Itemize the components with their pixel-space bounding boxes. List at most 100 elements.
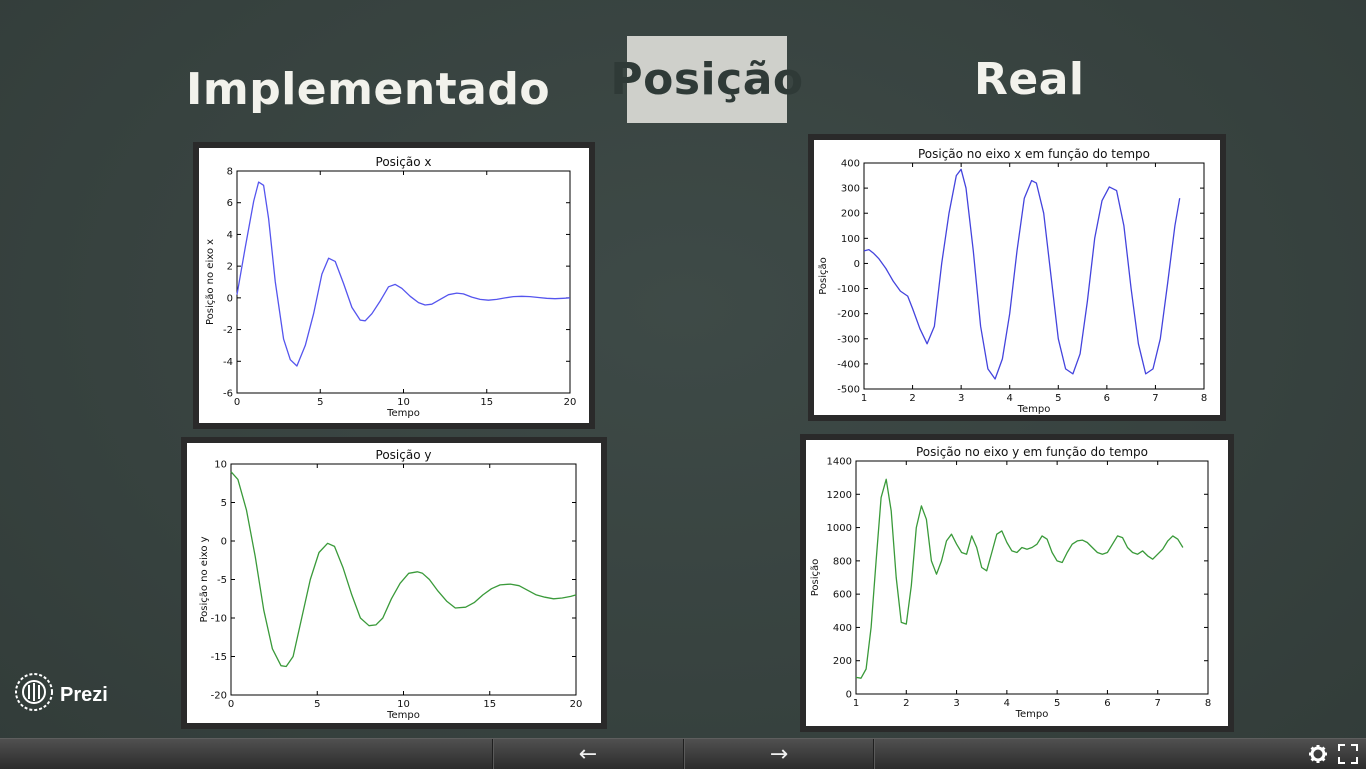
x-tick-label: 6 bbox=[1104, 393, 1110, 404]
chart-real-posicao-y: Posição no eixo y em função do tempo Temp… bbox=[800, 434, 1234, 732]
heading-posicao: Posição bbox=[610, 36, 803, 123]
x-tick-label: 1 bbox=[853, 698, 859, 709]
y-tick-label: 400 bbox=[833, 623, 852, 634]
plot-area bbox=[236, 170, 571, 394]
x-tick-label: 5 bbox=[314, 699, 320, 710]
chart-real-posicao-y-svg: Posição no eixo y em função do tempo Temp… bbox=[810, 445, 1211, 720]
heading-real: Real bbox=[974, 54, 1085, 105]
y-tick-label: -4 bbox=[223, 357, 233, 368]
prezi-brand-label: Prezi bbox=[60, 683, 108, 706]
y-tick-label: 200 bbox=[833, 656, 852, 667]
series-line bbox=[236, 181, 571, 367]
previous-button[interactable]: ← bbox=[493, 739, 683, 769]
x-tick-label: 8 bbox=[1201, 393, 1207, 404]
series-line bbox=[863, 168, 1181, 380]
chart-impl-posicao-x: Posição x Tempo Posição no eixo x 0 5 10 15 20-… bbox=[193, 142, 595, 429]
fullscreen-icon[interactable] bbox=[1338, 744, 1358, 764]
chart-real-posicao-x-svg: Posição no eixo x em função do tempo Temp… bbox=[818, 147, 1207, 415]
y-tick-label: -200 bbox=[837, 309, 860, 320]
prezi-logo[interactable]: Prezi bbox=[14, 672, 108, 718]
x-tick-label: 2 bbox=[903, 698, 909, 709]
chart-impl-posicao-y-svg: Posição y Tempo Posição no eixo y 0 5 10 15 20 -… bbox=[199, 448, 583, 721]
x-tick-label: 0 bbox=[234, 397, 240, 408]
x-tick-label: 0 bbox=[228, 699, 234, 710]
y-tick-label: 2 bbox=[227, 262, 233, 273]
series-line bbox=[230, 471, 577, 668]
y-tick-label: 800 bbox=[833, 556, 852, 567]
x-tick-label: 5 bbox=[317, 397, 323, 408]
x-axis-label: Tempo bbox=[1015, 709, 1049, 720]
y-axis-label: Posição bbox=[818, 257, 829, 295]
y-tick-label: 6 bbox=[227, 198, 233, 209]
x-tick-label: 10 bbox=[397, 397, 410, 408]
x-tick-label: 5 bbox=[1054, 698, 1060, 709]
y-tick-label: -20 bbox=[211, 691, 227, 702]
x-tick-label: 8 bbox=[1205, 698, 1211, 709]
next-button[interactable]: → bbox=[684, 739, 874, 769]
y-tick-label: 1200 bbox=[827, 490, 852, 501]
y-tick-label: -100 bbox=[837, 284, 860, 295]
x-tick-label: 20 bbox=[570, 699, 583, 710]
arrow-left-icon: ← bbox=[578, 741, 598, 767]
y-tick-label: 0 bbox=[227, 293, 233, 304]
y-tick-label: -2 bbox=[223, 325, 233, 336]
y-tick-label: -15 bbox=[211, 652, 227, 663]
heading-implementado: Implementado bbox=[186, 64, 551, 115]
x-tick-label: 7 bbox=[1152, 393, 1158, 404]
arrow-right-icon: → bbox=[769, 741, 789, 767]
x-tick-label: 4 bbox=[1004, 698, 1010, 709]
y-tick-label: -500 bbox=[837, 385, 860, 396]
y-tick-label: 300 bbox=[841, 184, 860, 195]
y-tick-label: -5 bbox=[217, 575, 227, 586]
x-tick-label: 7 bbox=[1155, 698, 1161, 709]
chart-title: Posição no eixo y em função do tempo bbox=[916, 445, 1148, 459]
chart-title: Posição x bbox=[376, 155, 432, 169]
y-tick-label: -300 bbox=[837, 334, 860, 345]
y-axis-label: Posição no eixo x bbox=[205, 239, 216, 325]
toolbar-divider bbox=[873, 739, 874, 769]
y-tick-label: 1400 bbox=[827, 457, 852, 468]
plot-area bbox=[863, 162, 1205, 390]
y-tick-label: 0 bbox=[846, 690, 852, 701]
x-axis-label: Tempo bbox=[386, 408, 420, 419]
y-axis-label: Posição bbox=[810, 559, 821, 597]
y-tick-label: -10 bbox=[211, 614, 227, 625]
y-tick-label: 10 bbox=[214, 460, 227, 471]
y-axis-label: Posição no eixo y bbox=[199, 536, 210, 622]
x-tick-label: 15 bbox=[480, 397, 493, 408]
x-tick-label: 10 bbox=[397, 699, 410, 710]
series-line bbox=[855, 478, 1184, 679]
chart-title: Posição no eixo x em função do tempo bbox=[918, 147, 1150, 161]
x-tick-label: 4 bbox=[1007, 393, 1013, 404]
x-tick-label: 20 bbox=[564, 397, 577, 408]
x-axis-label: Tempo bbox=[1017, 404, 1051, 415]
chart-title: Posição y bbox=[376, 448, 432, 462]
x-tick-label: 3 bbox=[958, 393, 964, 404]
x-tick-label: 15 bbox=[483, 699, 496, 710]
y-tick-label: 600 bbox=[833, 590, 852, 601]
presentation-toolbar: ← → bbox=[0, 738, 1366, 769]
y-tick-label: 5 bbox=[221, 498, 227, 509]
chart-real-posicao-x: Posição no eixo x em função do tempo Temp… bbox=[808, 134, 1226, 421]
y-tick-label: 400 bbox=[841, 159, 860, 170]
y-tick-label: 4 bbox=[227, 230, 233, 241]
y-tick-label: -6 bbox=[223, 389, 233, 400]
y-tick-label: 1000 bbox=[827, 523, 852, 534]
x-tick-label: 2 bbox=[909, 393, 915, 404]
y-tick-label: 100 bbox=[841, 234, 860, 245]
y-tick-label: -400 bbox=[837, 359, 860, 370]
y-tick-label: 0 bbox=[221, 537, 227, 548]
x-axis-label: Tempo bbox=[386, 710, 420, 721]
gear-icon[interactable] bbox=[1308, 744, 1328, 764]
x-tick-label: 6 bbox=[1104, 698, 1110, 709]
y-tick-label: 8 bbox=[227, 167, 233, 178]
toolbar-divider bbox=[683, 739, 684, 769]
toolbar-divider bbox=[492, 739, 493, 769]
x-tick-label: 3 bbox=[953, 698, 959, 709]
x-tick-label: 5 bbox=[1055, 393, 1061, 404]
plot-area bbox=[855, 460, 1209, 695]
chart-impl-posicao-y: Posição y Tempo Posição no eixo y 0 5 10 15 20 -… bbox=[181, 437, 607, 729]
x-tick-label: 1 bbox=[861, 393, 867, 404]
y-tick-label: 200 bbox=[841, 209, 860, 220]
